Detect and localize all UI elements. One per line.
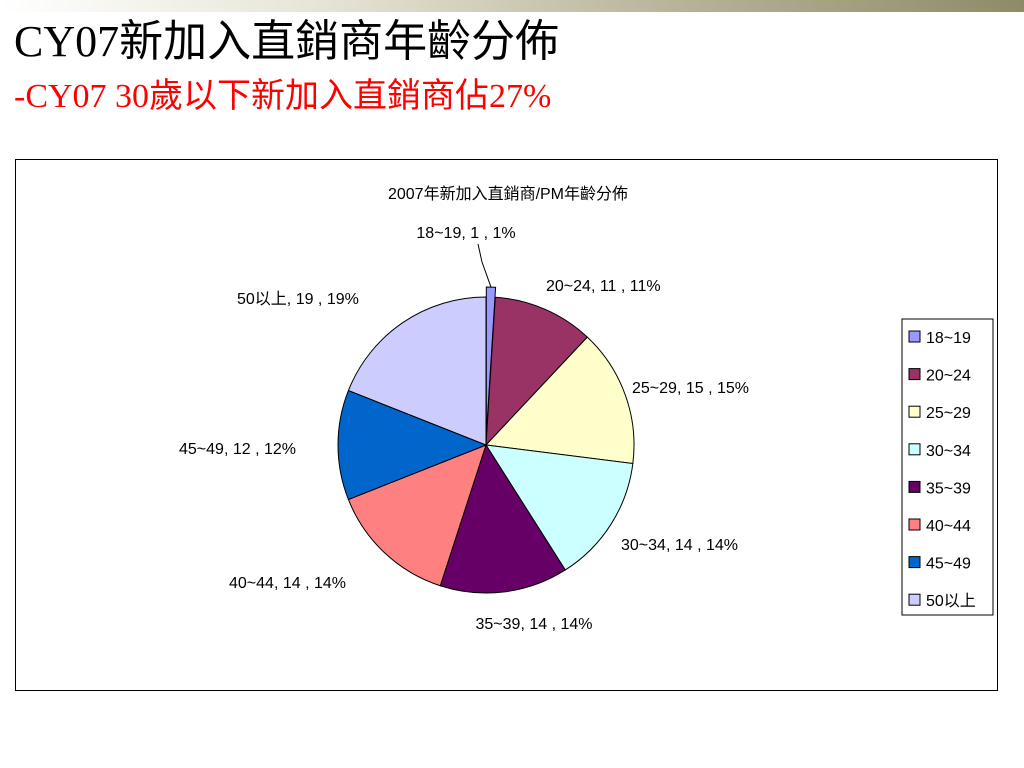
legend-swatch-35-39 bbox=[908, 480, 921, 493]
legend-swatch-45-49 bbox=[908, 556, 921, 569]
top-decorative-bar bbox=[0, 0, 1024, 12]
slide-subtitle: -CY07 30歲以下新加入直銷商佔27% bbox=[14, 78, 552, 115]
pie-chart: 2007年新加入直銷商/PM年齡分佈 18~19, 1 , 1% 20~24, 1… bbox=[179, 185, 994, 633]
data-label-35-39: 35~39, 14 , 14% bbox=[476, 616, 593, 633]
legend-swatch-30-34 bbox=[908, 443, 921, 456]
legend-swatch-20-24 bbox=[908, 368, 921, 381]
pie-slice-20-24 bbox=[485, 296, 589, 447]
data-label-50: 50以上, 19 , 19% bbox=[237, 290, 359, 308]
pie-slice-25-29 bbox=[484, 336, 635, 465]
legend-label-35-39: 35~39 bbox=[926, 480, 971, 497]
legend-label-50: 50以上 bbox=[926, 592, 976, 610]
leader-line-18-19 bbox=[477, 243, 492, 288]
legend-swatch-25-29 bbox=[908, 405, 921, 418]
legend-swatch-50 bbox=[908, 593, 921, 606]
data-label-30-34: 30~34, 14 , 14% bbox=[621, 537, 738, 554]
legend-label-20-24: 20~24 bbox=[926, 368, 971, 385]
data-label-25-29: 25~29, 15 , 15% bbox=[632, 380, 749, 397]
legend-swatch-18-19 bbox=[908, 330, 921, 343]
data-label-18-19: 18~19, 1 , 1% bbox=[416, 225, 515, 242]
pie-slices bbox=[337, 286, 635, 594]
pie-slice-40-44 bbox=[347, 444, 487, 587]
legend-label-30-34: 30~34 bbox=[926, 443, 971, 460]
legend-label-18-19: 18~19 bbox=[926, 330, 971, 347]
data-label-45-49: 45~49, 12 , 12% bbox=[179, 441, 296, 458]
legend-swatch-40-44 bbox=[908, 518, 921, 531]
data-label-40-44: 40~44, 14 , 14% bbox=[229, 575, 346, 592]
slide-title: CY07新加入直銷商年齡分佈 bbox=[14, 17, 560, 66]
legend-label-40-44: 40~44 bbox=[926, 518, 971, 535]
pie-slice-45-49 bbox=[337, 389, 488, 501]
leader-lines bbox=[477, 243, 492, 288]
legend-label-25-29: 25~29 bbox=[926, 405, 971, 422]
chart-title: 2007年新加入直銷商/PM年齡分佈 bbox=[388, 185, 628, 203]
legend: 18~19 20~24 25~29 30~34 35~39 40~44 45~49 50以上 bbox=[901, 318, 994, 616]
pie-slice-35-39 bbox=[439, 443, 566, 594]
data-label-20-24: 20~24, 11 , 11% bbox=[546, 278, 661, 295]
legend-label-45-49: 45~49 bbox=[926, 556, 971, 573]
chart-frame: 2007年新加入直銷商/PM年齡分佈 18~19, 1 , 1% 20~24, 1… bbox=[15, 159, 998, 691]
data-labels: 18~19, 1 , 1% 20~24, 11 , 11% 25~29, 15 , … bbox=[179, 225, 749, 633]
pie-slice-30-34 bbox=[485, 444, 634, 571]
pie-slice-50 bbox=[347, 296, 487, 446]
